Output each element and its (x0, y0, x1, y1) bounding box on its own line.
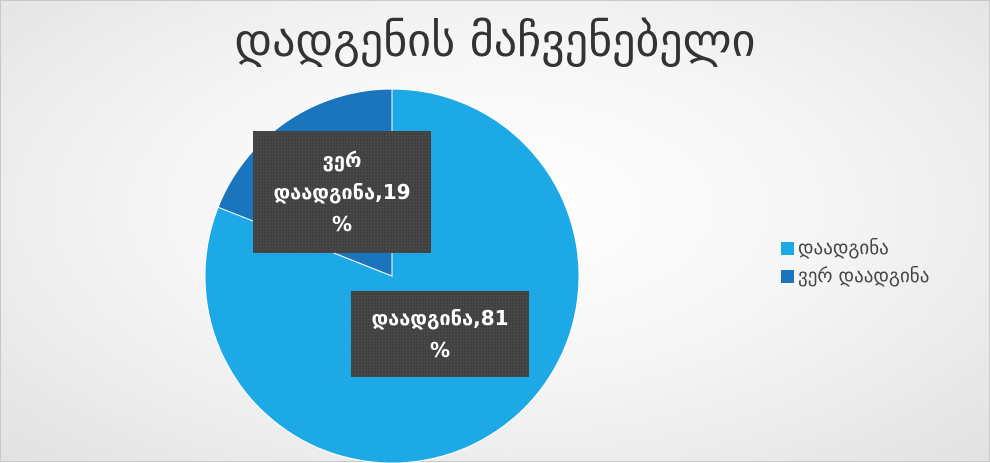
legend-swatch-ver-daadgina (781, 269, 794, 283)
legend-swatch-daadgina (781, 241, 794, 255)
legend-item-ver-daadgina: ვერ დაადგინა (781, 262, 929, 290)
data-label-line: დაადგინა,81 (371, 306, 509, 330)
data-label-line: % (429, 338, 451, 362)
data-label-line: ვერ (322, 148, 362, 172)
data-label-ver-daadgina: ვერ დაადგინა,19 % (253, 131, 431, 253)
data-label-line: დაადგინა,19 (273, 180, 411, 204)
legend-item-daadgina: დაადგინა (781, 234, 929, 262)
chart-legend: დაადგინა ვერ დაადგინა (781, 234, 929, 290)
data-label-line: % (331, 212, 353, 236)
chart-title: დადგენის მაჩვენებელი (234, 13, 756, 67)
data-label-daadgina: დაადგინა,81 % (351, 291, 529, 377)
legend-label: დაადგინა (798, 237, 889, 259)
legend-label: ვერ დაადგინა (798, 265, 930, 287)
